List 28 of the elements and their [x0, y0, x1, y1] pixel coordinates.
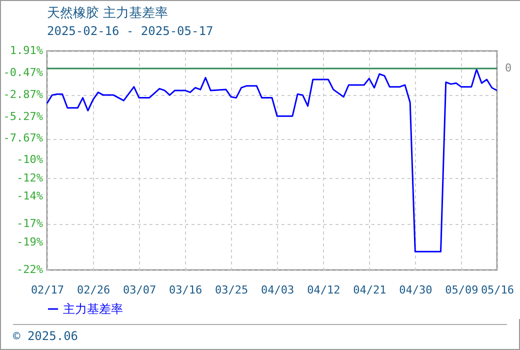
x-tick-label: 04/21 [353, 284, 386, 296]
chart-title: 天然橡胶 主力基差率 [47, 5, 168, 21]
y-tick-label: -7.67% [3, 132, 44, 145]
x-tick-label: 03/07 [122, 284, 156, 296]
y-tick-label: -2.87% [3, 88, 44, 101]
y-tick-label: -14% [16, 190, 44, 203]
x-tick-label: 05/09 [445, 284, 478, 296]
y-tick-label: -17% [16, 217, 44, 230]
x-tick-label: 05/16 [480, 284, 514, 296]
y-tick-label: -10% [16, 153, 44, 166]
ref-line-label: 0 [505, 61, 512, 74]
x-tick-label: 03/25 [215, 284, 248, 296]
x-tick-label: 02/26 [76, 284, 110, 296]
line-series [46, 68, 498, 252]
x-tick-label: 04/30 [399, 284, 432, 296]
x-tick-label: 02/17 [30, 284, 64, 296]
x-tick-label: 04/03 [261, 284, 294, 296]
legend-label: 主力基差率 [63, 302, 123, 316]
y-tick-label: -0.47% [3, 66, 44, 79]
x-tick-label: 04/12 [307, 284, 340, 296]
chart-subtitle: 2025-02-16 - 2025-05-17 [47, 24, 214, 38]
y-tick-label: -5.27% [3, 110, 44, 123]
y-tick-label: -12% [16, 171, 44, 184]
text: © 2025.06 [13, 324, 507, 343]
y-tick-label: 1.91% [10, 44, 44, 57]
y-tick-label: -22% [16, 263, 44, 276]
x-tick-label: 03/16 [169, 284, 202, 296]
y-tick-label: -19% [16, 236, 44, 249]
